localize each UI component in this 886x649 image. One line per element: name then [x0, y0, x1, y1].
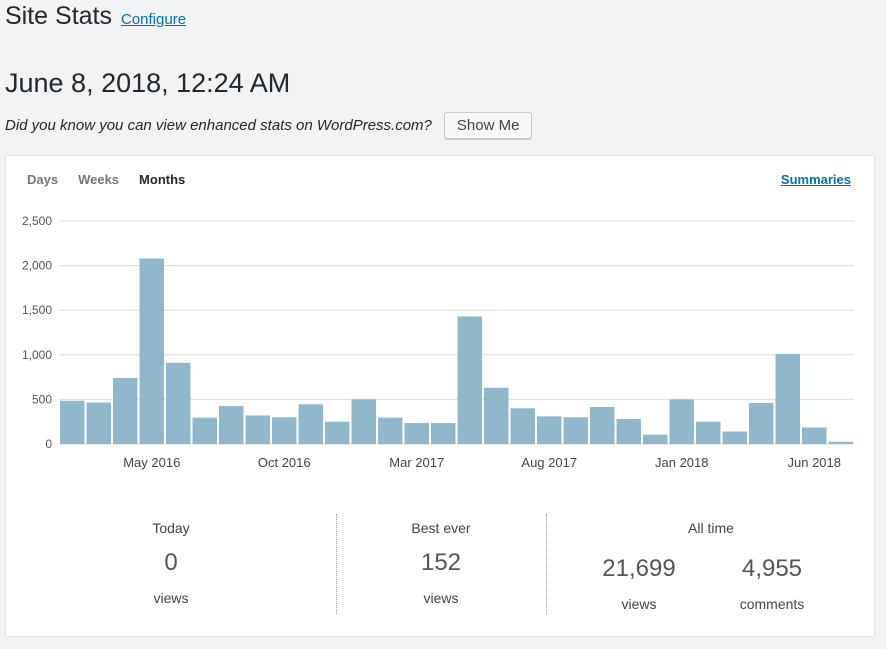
chart-bar[interactable] — [404, 423, 430, 444]
chart-bar[interactable] — [272, 417, 297, 444]
alltime-comments-label: comments — [739, 596, 805, 612]
configure-link[interactable]: Configure — [121, 11, 187, 28]
x-tick-label: Jun 2018 — [788, 455, 842, 470]
date-heading: June 8, 2018, 12:24 AM — [5, 68, 291, 98]
views-bar-chart: 0 500 1,000 1,500 2,000 2,500 May 2016 Oct 2016… — [22, 214, 854, 470]
x-tick-label: Oct 2016 — [258, 455, 311, 470]
best-value: 152 — [420, 549, 462, 576]
chart-bar[interactable] — [325, 421, 350, 444]
chart-bar[interactable] — [86, 402, 112, 444]
page-title: Site Stats — [5, 2, 112, 30]
chart-bar[interactable] — [484, 387, 509, 444]
chart-bar[interactable] — [457, 316, 483, 444]
promo-bar: Did you know you can view enhanced stats… — [5, 112, 533, 139]
chart-bar[interactable] — [696, 421, 721, 444]
x-tick-label: Aug 2017 — [521, 455, 577, 470]
today-label: views — [153, 590, 189, 606]
chart-bar[interactable] — [828, 441, 854, 444]
today-value: 0 — [164, 549, 178, 576]
y-tick-label: 2,500 — [22, 214, 52, 228]
summary-divider — [336, 514, 337, 614]
best-ever-summary: Best ever 152 views — [336, 514, 546, 614]
alltime-title: All time — [688, 520, 734, 536]
tab-weeks[interactable]: Weeks — [78, 172, 120, 187]
chart-bar[interactable] — [616, 419, 642, 444]
y-tick-label: 500 — [32, 392, 52, 406]
chart-bar[interactable] — [802, 427, 827, 444]
all-time-summary: All time 21,699 views 4,955 comments — [546, 514, 876, 614]
alltime-views: 21,699 views — [579, 542, 699, 612]
y-tick-label: 2,000 — [22, 259, 52, 273]
x-tick-label: Mar 2017 — [389, 455, 444, 470]
alltime-views-label: views — [621, 596, 657, 612]
chart-bar[interactable] — [749, 402, 774, 444]
tab-days[interactable]: Days — [27, 172, 59, 187]
period-tabs: Days Weeks Months — [27, 172, 185, 187]
chart-bar[interactable] — [298, 404, 324, 444]
x-tick-label: Jan 2018 — [655, 455, 709, 470]
chart-bar[interactable] — [722, 431, 748, 444]
summaries-link[interactable]: Summaries — [780, 172, 851, 187]
tab-months[interactable]: Months — [139, 172, 186, 187]
alltime-views-value: 21,699 — [602, 555, 676, 582]
chart-bar[interactable] — [669, 399, 695, 444]
show-me-button[interactable]: Show Me — [443, 112, 533, 139]
chart-bar[interactable] — [590, 406, 615, 444]
today-title: Today — [152, 520, 190, 536]
alltime-comments-value: 4,955 — [741, 555, 803, 582]
chart-bar[interactable] — [139, 258, 165, 444]
chart-bar[interactable] — [563, 417, 589, 444]
y-tick-label: 0 — [45, 437, 52, 451]
chart-bar[interactable] — [643, 434, 668, 444]
chart-bar[interactable] — [192, 417, 218, 444]
chart-bar[interactable] — [113, 377, 138, 444]
stats-panel: Days Weeks Months Summaries 0 500 1,000 1,5… — [5, 155, 875, 637]
summary-section: Today 0 views Best ever 152 views All ti… — [6, 514, 876, 616]
chart-bar[interactable] — [510, 408, 536, 444]
summary-divider — [546, 514, 547, 614]
chart-bar[interactable] — [378, 417, 403, 444]
chart-bar[interactable] — [219, 406, 244, 444]
best-label: views — [423, 590, 459, 606]
alltime-comments: 4,955 comments — [712, 542, 832, 612]
chart-bar[interactable] — [537, 416, 562, 444]
chart-bar[interactable] — [166, 362, 191, 444]
page-header: Site Stats Configure — [5, 2, 186, 36]
best-title: Best ever — [411, 520, 471, 536]
today-summary: Today 0 views — [6, 514, 336, 614]
x-tick-label: May 2016 — [123, 455, 180, 470]
chart-bar[interactable] — [775, 353, 801, 444]
chart-bar[interactable] — [431, 423, 456, 444]
chart-bar[interactable] — [351, 399, 377, 444]
chart-bar[interactable] — [60, 400, 85, 444]
chart-bar[interactable] — [245, 415, 271, 444]
y-tick-label: 1,000 — [22, 348, 52, 362]
promo-text: Did you know you can view enhanced stats… — [5, 117, 432, 134]
y-tick-label: 1,500 — [22, 303, 52, 317]
